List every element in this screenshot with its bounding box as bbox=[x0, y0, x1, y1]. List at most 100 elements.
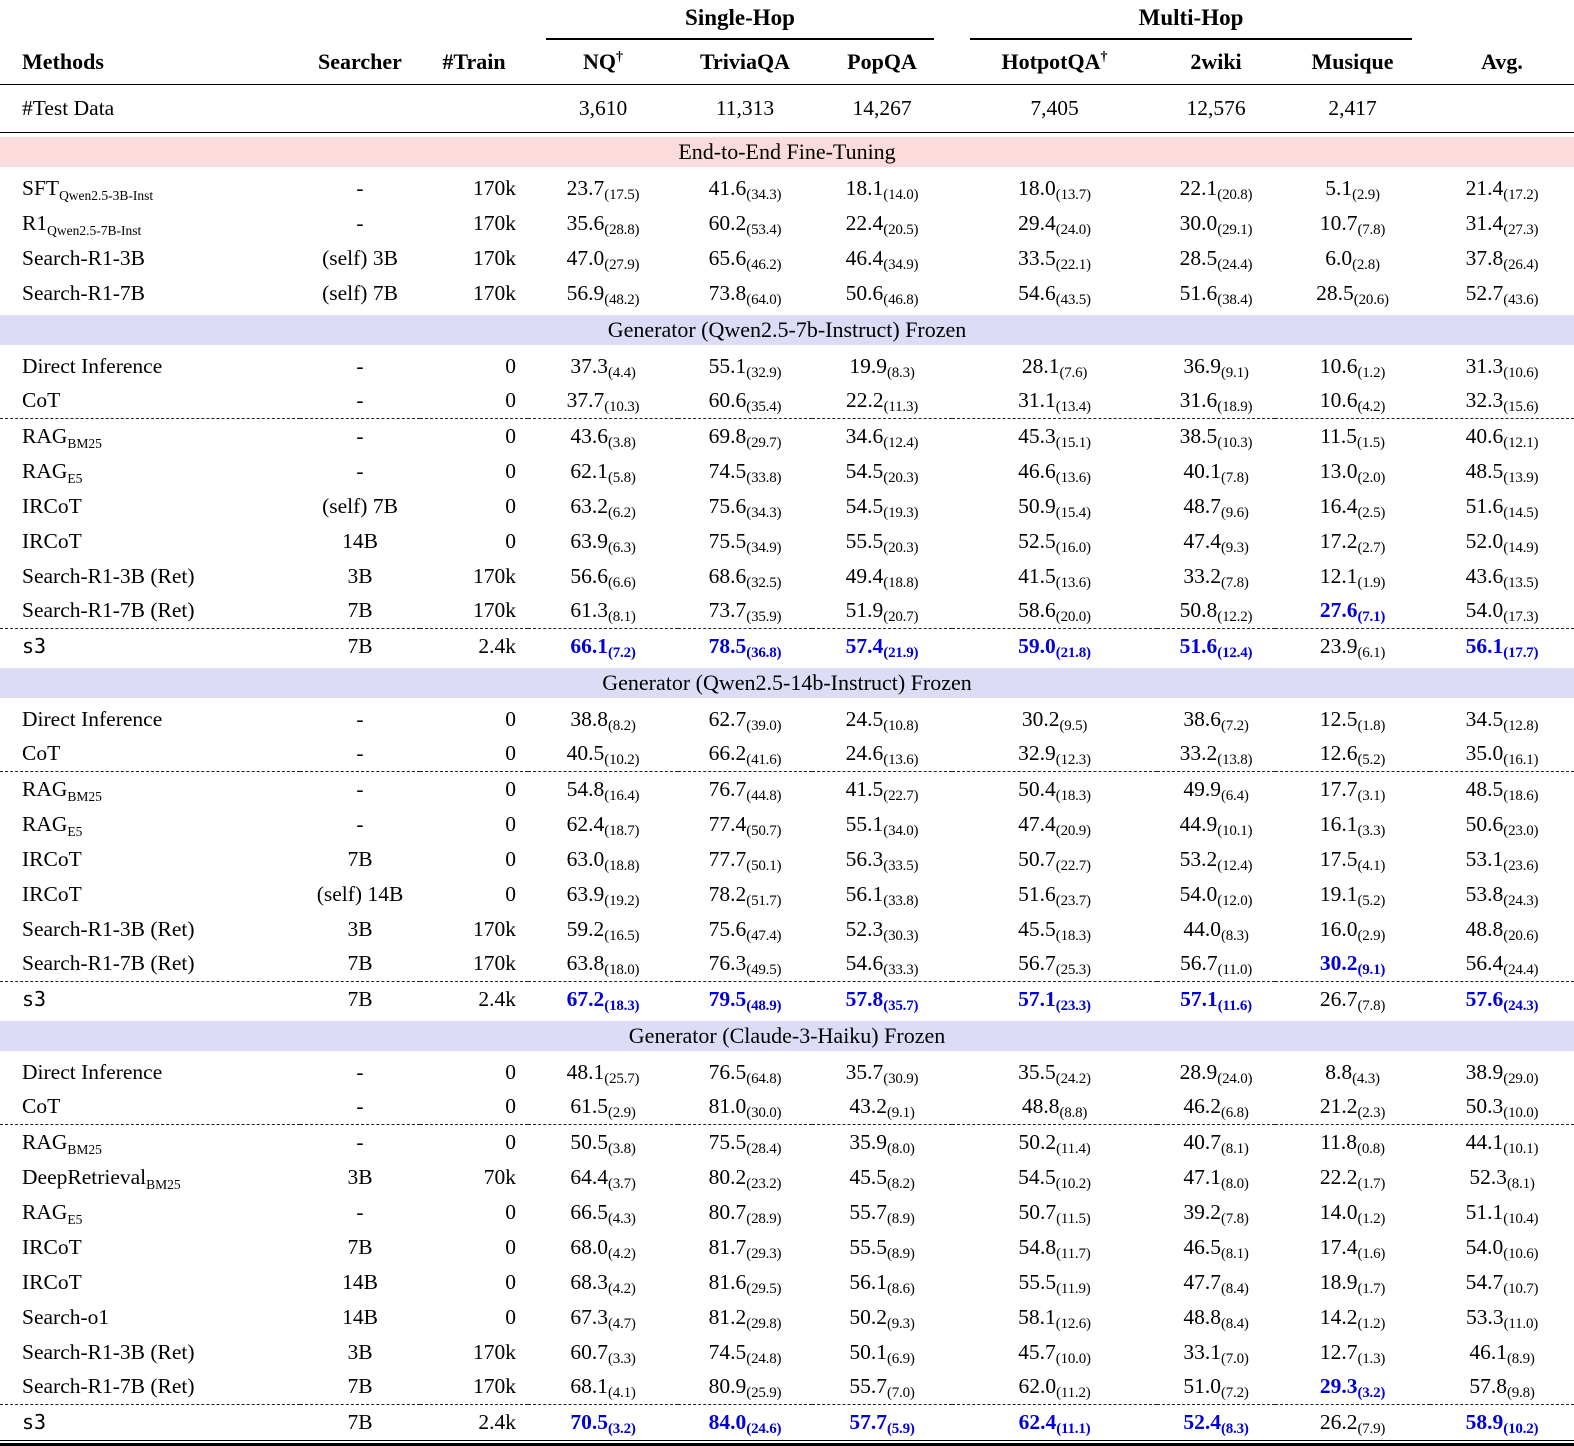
score-value: 31.4 bbox=[1465, 210, 1504, 235]
score-subscript: (13.5) bbox=[1503, 574, 1539, 591]
score-subscript: (9.3) bbox=[1220, 539, 1249, 556]
score-value: 66.1 bbox=[570, 633, 608, 658]
score-value: 70.5 bbox=[570, 1409, 608, 1434]
score-value: 16.4 bbox=[1319, 493, 1358, 518]
score-subscript: (11.0) bbox=[1503, 1315, 1539, 1332]
score-subscript: (1.8) bbox=[1357, 717, 1386, 734]
column-header-label: NQ bbox=[583, 48, 616, 74]
score-2wiki: 28.9(24.0) bbox=[1157, 1055, 1275, 1090]
score-nq: 43.6(3.8) bbox=[528, 418, 678, 454]
score-musique: 12.5(1.8) bbox=[1275, 702, 1430, 737]
score-subscript: (8.9) bbox=[886, 1245, 915, 1262]
score-subscript: (10.2) bbox=[1503, 1420, 1539, 1437]
method-name: Search-R1-3B (Ret) bbox=[0, 1335, 300, 1370]
test-data-count-nq: 3,610 bbox=[528, 84, 678, 133]
score-nq: 67.2(18.3) bbox=[528, 981, 678, 1017]
score-value: 81.6 bbox=[708, 1269, 747, 1294]
searcher-cell: - bbox=[356, 1199, 364, 1224]
method-row: RAGE5-0 62.1(5.8) 74.5(33.8) 54.5(20.3) 46.6… bbox=[0, 454, 1574, 489]
score-popqa: 51.9(20.7) bbox=[812, 594, 952, 629]
score-2wiki: 51.0(7.2) bbox=[1157, 1370, 1275, 1405]
searcher-cell: 3B bbox=[347, 1164, 373, 1189]
score-subscript: (9.5) bbox=[1059, 717, 1088, 734]
score-subscript: (18.8) bbox=[883, 574, 919, 591]
section-band-cell: Generator (Qwen2.5-14b-Instruct) Frozen bbox=[0, 664, 1574, 702]
score-hotpotqa: 32.9(12.3) bbox=[952, 737, 1157, 772]
score-subscript: (21.9) bbox=[883, 644, 919, 661]
score-value: 63.8 bbox=[566, 951, 605, 976]
column-header-train: #Train bbox=[420, 40, 528, 85]
score-subscript: (7.8) bbox=[1220, 469, 1249, 486]
score-value: 56.7 bbox=[1179, 951, 1218, 976]
train-cell: 170k bbox=[473, 280, 516, 305]
score-nq: 59.2(16.5) bbox=[528, 912, 678, 947]
score-value: 57.1 bbox=[1018, 986, 1056, 1011]
method-base-label: s3 bbox=[22, 633, 47, 658]
method-base-label: R1 bbox=[22, 210, 48, 235]
method-name: Search-R1-7B bbox=[0, 276, 300, 311]
score-subscript: (8.0) bbox=[886, 1140, 915, 1157]
score-popqa: 54.5(19.3) bbox=[812, 489, 952, 524]
score-subscript: (12.2) bbox=[1217, 609, 1253, 626]
section-band-row: Generator (Claude-3-Haiku) Frozen bbox=[0, 1017, 1574, 1055]
score-musique: 12.6(5.2) bbox=[1275, 737, 1430, 772]
score-value: 35.6 bbox=[566, 210, 605, 235]
train-cell: 0 bbox=[505, 811, 516, 836]
score-value: 29.4 bbox=[1018, 210, 1056, 235]
column-header-row: Methods Searcher #Train NQ† TriviaQA PopQA Hot… bbox=[0, 40, 1574, 85]
score-avg: 21.4(17.2) bbox=[1430, 171, 1574, 206]
score-value: 13.0 bbox=[1319, 458, 1358, 483]
score-nq: 67.3(4.7) bbox=[528, 1300, 678, 1335]
score-subscript: (8.2) bbox=[607, 717, 636, 734]
score-popqa: 50.2(9.3) bbox=[812, 1300, 952, 1335]
score-value: 74.5 bbox=[708, 458, 747, 483]
score-hotpotqa: 58.6(20.0) bbox=[952, 594, 1157, 629]
method-row: R1Qwen2.5-7B-Inst -170k 35.6(28.8) 60.2(53.… bbox=[0, 206, 1574, 241]
score-subscript: (39.0) bbox=[746, 717, 782, 734]
score-subscript: (4.2) bbox=[607, 1245, 636, 1262]
train-cell: 0 bbox=[505, 881, 516, 906]
method-name: s3 bbox=[0, 1404, 300, 1440]
score-value: 33.5 bbox=[1018, 245, 1056, 270]
score-avg: 34.5(12.8) bbox=[1430, 702, 1574, 737]
score-subscript: (7.1) bbox=[1357, 609, 1386, 626]
score-musique: 13.0(2.0) bbox=[1275, 454, 1430, 489]
score-value: 76.7 bbox=[708, 776, 747, 801]
score-hotpotqa: 47.4(20.9) bbox=[952, 807, 1157, 842]
score-value: 75.5 bbox=[708, 1129, 747, 1154]
score-value: 37.7 bbox=[566, 388, 605, 413]
score-hotpotqa: 56.7(25.3) bbox=[952, 947, 1157, 982]
score-nq: 60.7(3.3) bbox=[528, 1335, 678, 1370]
method-base-label: IRCoT bbox=[22, 1269, 82, 1294]
method-name: DeepRetrievalBM25 bbox=[0, 1160, 300, 1195]
section-title: Generator (Qwen2.5-14b-Instruct) Frozen bbox=[0, 667, 1574, 698]
empty-cell bbox=[300, 84, 420, 133]
train-cell: 0 bbox=[505, 741, 516, 766]
score-avg: 54.0(10.6) bbox=[1430, 1230, 1574, 1265]
score-popqa: 56.1(33.8) bbox=[812, 877, 952, 912]
score-subscript: (6.3) bbox=[607, 539, 636, 556]
score-avg: 52.3(8.1) bbox=[1430, 1160, 1574, 1195]
score-value: 55.5 bbox=[845, 528, 884, 553]
method-name: Search-R1-3B bbox=[0, 241, 300, 276]
score-musique: 16.4(2.5) bbox=[1275, 489, 1430, 524]
score-nq: 37.7(10.3) bbox=[528, 384, 678, 419]
score-value: 55.1 bbox=[845, 811, 884, 836]
score-subscript: (26.4) bbox=[1503, 256, 1539, 273]
train-cell: 0 bbox=[505, 1094, 516, 1119]
score-triviaqa: 73.7(35.9) bbox=[678, 594, 812, 629]
score-2wiki: 44.9(10.1) bbox=[1157, 807, 1275, 842]
score-value: 51.6 bbox=[1179, 633, 1218, 658]
dagger-icon: † bbox=[616, 49, 623, 65]
score-subscript: (4.1) bbox=[1357, 857, 1386, 874]
score-value: 44.0 bbox=[1183, 916, 1221, 941]
score-avg: 48.8(20.6) bbox=[1430, 912, 1574, 947]
score-triviaqa: 68.6(32.5) bbox=[678, 559, 812, 594]
score-avg: 31.4(27.3) bbox=[1430, 206, 1574, 241]
score-nq: 66.5(4.3) bbox=[528, 1195, 678, 1230]
score-musique: 26.7(7.8) bbox=[1275, 981, 1431, 1017]
score-subscript: (1.2) bbox=[1357, 364, 1386, 381]
method-name: RAGBM25 bbox=[0, 771, 300, 807]
score-nq: 48.1(25.7) bbox=[528, 1055, 678, 1090]
method-name: RAGE5 bbox=[0, 1195, 300, 1230]
